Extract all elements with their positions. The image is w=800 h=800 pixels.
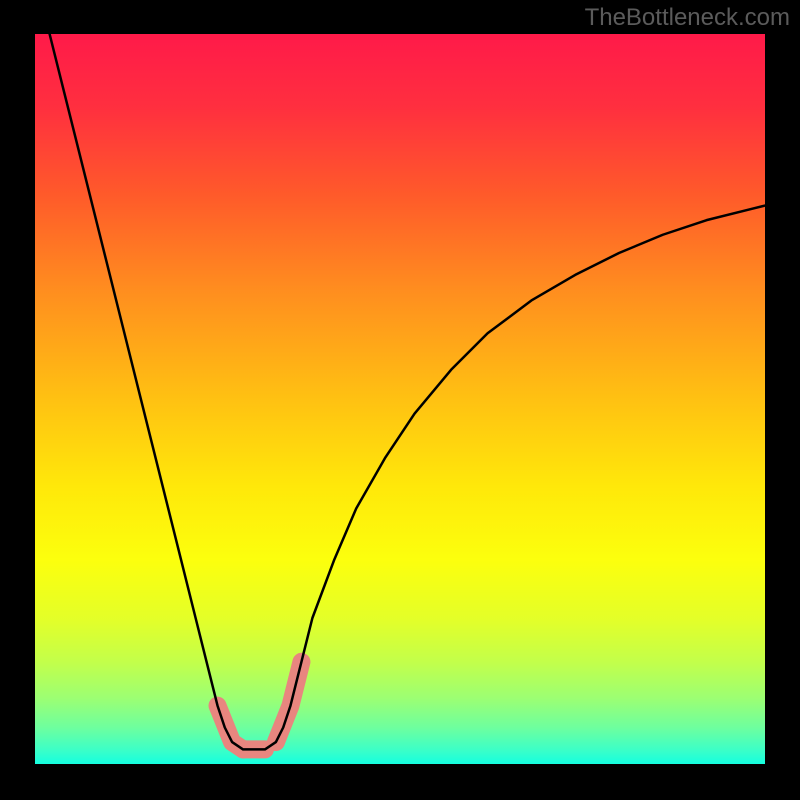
bottleneck-chart [0, 0, 800, 800]
chart-root: TheBottleneck.com [0, 0, 800, 800]
watermark-text: TheBottleneck.com [585, 4, 790, 32]
plot-background [35, 34, 765, 764]
